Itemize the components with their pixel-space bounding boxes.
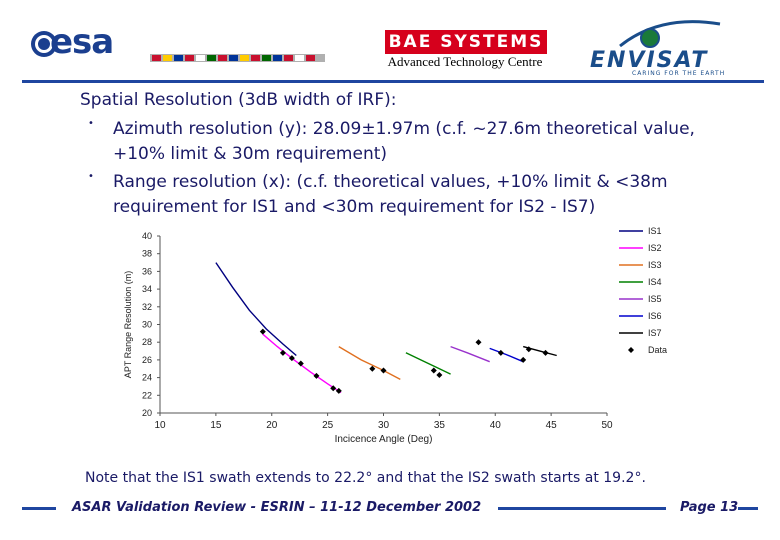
legend-label-is4: IS4 — [648, 277, 662, 287]
footer-rule-left — [22, 507, 56, 510]
x-axis-label: Incicence Angle (Deg) — [335, 434, 433, 445]
legend-swatch-data — [628, 347, 634, 353]
bae-subtitle: Advanced Technology Centre — [387, 54, 543, 69]
series-line-is1 — [215, 262, 297, 357]
y-axis-label: APT Range Resolution (m) — [123, 271, 133, 378]
y-tick-label: 24 — [142, 373, 152, 383]
legend-label-is6: IS6 — [648, 311, 662, 321]
series-line-is5 — [450, 345, 490, 363]
data-point — [520, 356, 527, 363]
series-line-is2 — [262, 333, 342, 394]
x-tick-label: 10 — [154, 420, 166, 431]
bullet-marker: • — [88, 171, 94, 182]
x-tick-label: 50 — [601, 420, 613, 431]
data-point — [330, 385, 337, 392]
y-tick-label: 20 — [142, 408, 152, 418]
esa-logo-text: esa — [50, 22, 114, 62]
legend-label-is5: IS5 — [648, 294, 662, 304]
page-prefix: Page — [680, 500, 716, 515]
y-tick-label: 34 — [142, 284, 152, 294]
x-tick-label: 15 — [210, 420, 222, 431]
data-point — [288, 355, 295, 362]
slide-heading: Spatial Resolution (3dB width of IRF): — [80, 90, 397, 110]
data-point — [436, 371, 443, 378]
data-point — [369, 365, 376, 372]
range-resolution-chart: 10 15 20 25 30 35 40 45 50 20 22 24 26 28 30 32 34 36 38 40… — [112, 218, 676, 462]
bullet-azimuth: Azimuth resolution (y): 28.09±1.97m (c.f… — [113, 119, 695, 164]
envisat-tagline: CARING FOR THE EARTH — [632, 70, 726, 77]
envisat-logo-text: ENVISAT — [590, 48, 709, 73]
x-tick-label: 30 — [378, 420, 390, 431]
header-divider — [22, 80, 764, 83]
data-point — [279, 349, 286, 356]
data-point — [297, 360, 304, 367]
y-tick-label: 30 — [142, 320, 152, 330]
legend-label-data: Data — [648, 345, 667, 355]
x-tick-label: 20 — [266, 420, 278, 431]
data-point — [542, 349, 549, 356]
y-tick-label: 22 — [142, 390, 152, 400]
footer-rule-right — [738, 507, 758, 510]
y-tick-label: 40 — [142, 231, 152, 241]
x-tick-label: 35 — [434, 420, 446, 431]
series-line-is6 — [489, 347, 524, 363]
data-point — [525, 346, 532, 353]
data-point — [259, 328, 266, 335]
member-flags-strip — [150, 54, 325, 62]
x-tick-label: 25 — [322, 420, 334, 431]
data-point — [430, 367, 437, 374]
envisat-swoosh-icon — [619, 20, 721, 48]
swath-note: Note that the IS1 swath extends to 22.2°… — [85, 470, 646, 486]
legend-label-is3: IS3 — [648, 260, 662, 270]
data-point — [380, 367, 387, 374]
legend-label-is2: IS2 — [648, 243, 662, 253]
data-point — [313, 372, 320, 379]
data-point — [335, 387, 342, 394]
legend-label-is7: IS7 — [648, 328, 662, 338]
x-tick-label: 45 — [546, 420, 558, 431]
y-tick-label: 36 — [142, 266, 152, 276]
footer-title: ASAR Validation Review - ESRIN – 11-12 D… — [72, 500, 482, 515]
legend-label-is1: IS1 — [648, 226, 662, 236]
footer-rule-middle — [498, 507, 666, 510]
y-tick-label: 28 — [142, 337, 152, 347]
y-tick-label: 38 — [142, 249, 152, 259]
series-line-is3 — [338, 345, 401, 381]
bullet-range: Range resolution (x): (c.f. theoretical … — [113, 172, 668, 217]
y-tick-label: 26 — [142, 355, 152, 365]
page-number: Page 13 — [680, 500, 738, 515]
bae-systems-logo: BAE SYSTEMS — [385, 30, 547, 54]
series-line-is4 — [405, 352, 451, 375]
bullet-marker: • — [88, 118, 94, 129]
esa-logo — [31, 31, 57, 57]
data-point — [497, 349, 504, 356]
x-tick-label: 40 — [490, 420, 502, 431]
y-tick-label: 32 — [142, 302, 152, 312]
page-number-value: 13 — [720, 500, 739, 515]
data-point — [475, 339, 482, 346]
